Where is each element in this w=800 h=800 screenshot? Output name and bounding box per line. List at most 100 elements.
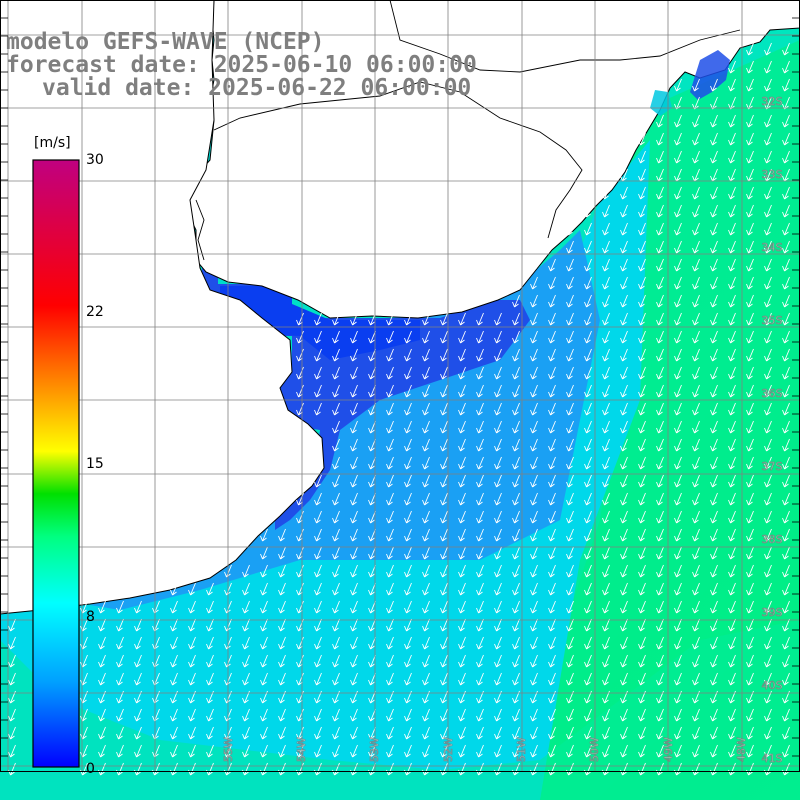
wind-arrow xyxy=(602,618,610,632)
latitude-label: 33S xyxy=(762,168,783,181)
wind-arrow xyxy=(116,762,124,776)
wind-arrow xyxy=(386,402,394,416)
wind-arrow xyxy=(782,168,790,182)
wind-arrow xyxy=(728,150,736,164)
wind-arrow xyxy=(350,726,358,740)
wind-arrow xyxy=(782,204,790,218)
wind-arrow xyxy=(206,726,214,740)
wind-arrow xyxy=(566,528,574,542)
wind-arrow xyxy=(530,744,538,758)
wind-arrow xyxy=(764,366,772,380)
wind-arrow xyxy=(620,492,628,506)
wind-arrow xyxy=(242,744,250,758)
wind-arrow xyxy=(764,258,772,272)
wind-arrow xyxy=(260,726,268,740)
wind-arrow xyxy=(476,348,484,362)
wind-arrow xyxy=(404,564,412,578)
wind-arrow xyxy=(638,654,646,668)
wind-arrow xyxy=(332,636,340,650)
wind-arrow xyxy=(494,600,502,614)
wind-arrow xyxy=(746,168,754,182)
wind-arrow xyxy=(674,204,682,218)
wind-arrow xyxy=(746,186,754,200)
wind-arrow xyxy=(584,312,592,326)
wind-arrow xyxy=(422,510,430,524)
wind-arrow xyxy=(494,546,502,560)
wind-arrow xyxy=(458,438,466,452)
wind-arrow xyxy=(548,276,556,290)
latitude-label: 34S xyxy=(762,241,783,254)
longitude-label: 48W xyxy=(735,737,748,762)
wind-arrow xyxy=(692,528,700,542)
wind-arrow xyxy=(494,618,502,632)
wind-arrow xyxy=(440,546,448,560)
wind-arrow xyxy=(404,600,412,614)
wind-arrow xyxy=(710,132,718,146)
wind-arrow xyxy=(8,636,16,650)
wind-arrow xyxy=(350,438,358,452)
wind-arrow xyxy=(404,582,412,596)
wind-arrow xyxy=(548,384,556,398)
open-sea-strong-wind-zone xyxy=(540,40,800,800)
wind-arrow xyxy=(332,654,340,668)
wind-arrow xyxy=(656,726,664,740)
wind-arrow xyxy=(206,708,214,722)
wind-arrow xyxy=(332,600,340,614)
wind-arrow xyxy=(314,546,322,560)
wind-arrow xyxy=(728,618,736,632)
wind-arrow xyxy=(170,726,178,740)
wind-arrow xyxy=(710,420,718,434)
wind-arrow xyxy=(620,438,628,452)
wind-arrow xyxy=(386,654,394,668)
wind-arrow xyxy=(782,546,790,560)
wind-arrow xyxy=(422,402,430,416)
wind-arrow xyxy=(638,600,646,614)
wind-arrow xyxy=(404,474,412,488)
wind-arrow xyxy=(332,564,340,578)
wind-arrow xyxy=(728,42,736,56)
wind-arrow xyxy=(746,78,754,92)
latitude-label: 41S xyxy=(762,752,783,765)
wind-arrow xyxy=(278,528,286,542)
wind-arrow xyxy=(440,582,448,596)
wind-arrow xyxy=(494,744,502,758)
wind-arrow xyxy=(548,726,556,740)
wind-arrow xyxy=(638,636,646,650)
wind-arrow xyxy=(332,366,340,380)
wind-arrow xyxy=(512,420,520,434)
wind-arrow xyxy=(692,402,700,416)
wind-arrow xyxy=(188,672,196,686)
wind-arrow xyxy=(386,618,394,632)
wind-arrow xyxy=(98,708,106,722)
wind-arrow xyxy=(314,636,322,650)
wind-arrow xyxy=(674,492,682,506)
wind-arrow xyxy=(476,456,484,470)
wind-arrow xyxy=(764,582,772,596)
colorbar-tick-8: 8 xyxy=(86,609,95,625)
wind-arrow xyxy=(494,636,502,650)
wind-arrow xyxy=(512,636,520,650)
wind-arrow xyxy=(620,654,628,668)
wind-arrow xyxy=(332,744,340,758)
wind-arrow xyxy=(674,564,682,578)
wind-arrow xyxy=(584,420,592,434)
wind-arrow xyxy=(386,366,394,380)
wind-arrow xyxy=(152,762,160,776)
wind-arrow xyxy=(584,528,592,542)
wind-arrow xyxy=(314,618,322,632)
wind-arrow xyxy=(566,708,574,722)
wind-arrow xyxy=(476,636,484,650)
wind-arrow xyxy=(566,582,574,596)
wind-arrow xyxy=(386,510,394,524)
wind-arrow xyxy=(584,258,592,272)
wind-arrow xyxy=(566,258,574,272)
wind-arrow xyxy=(620,258,628,272)
wind-arrow xyxy=(710,150,718,164)
wind-arrow xyxy=(278,654,286,668)
wind-arrow xyxy=(332,762,340,776)
wind-arrow xyxy=(98,726,106,740)
wind-arrow xyxy=(8,762,16,776)
wind-arrow xyxy=(188,600,196,614)
wind-arrow xyxy=(566,744,574,758)
wind-arrow xyxy=(602,186,610,200)
